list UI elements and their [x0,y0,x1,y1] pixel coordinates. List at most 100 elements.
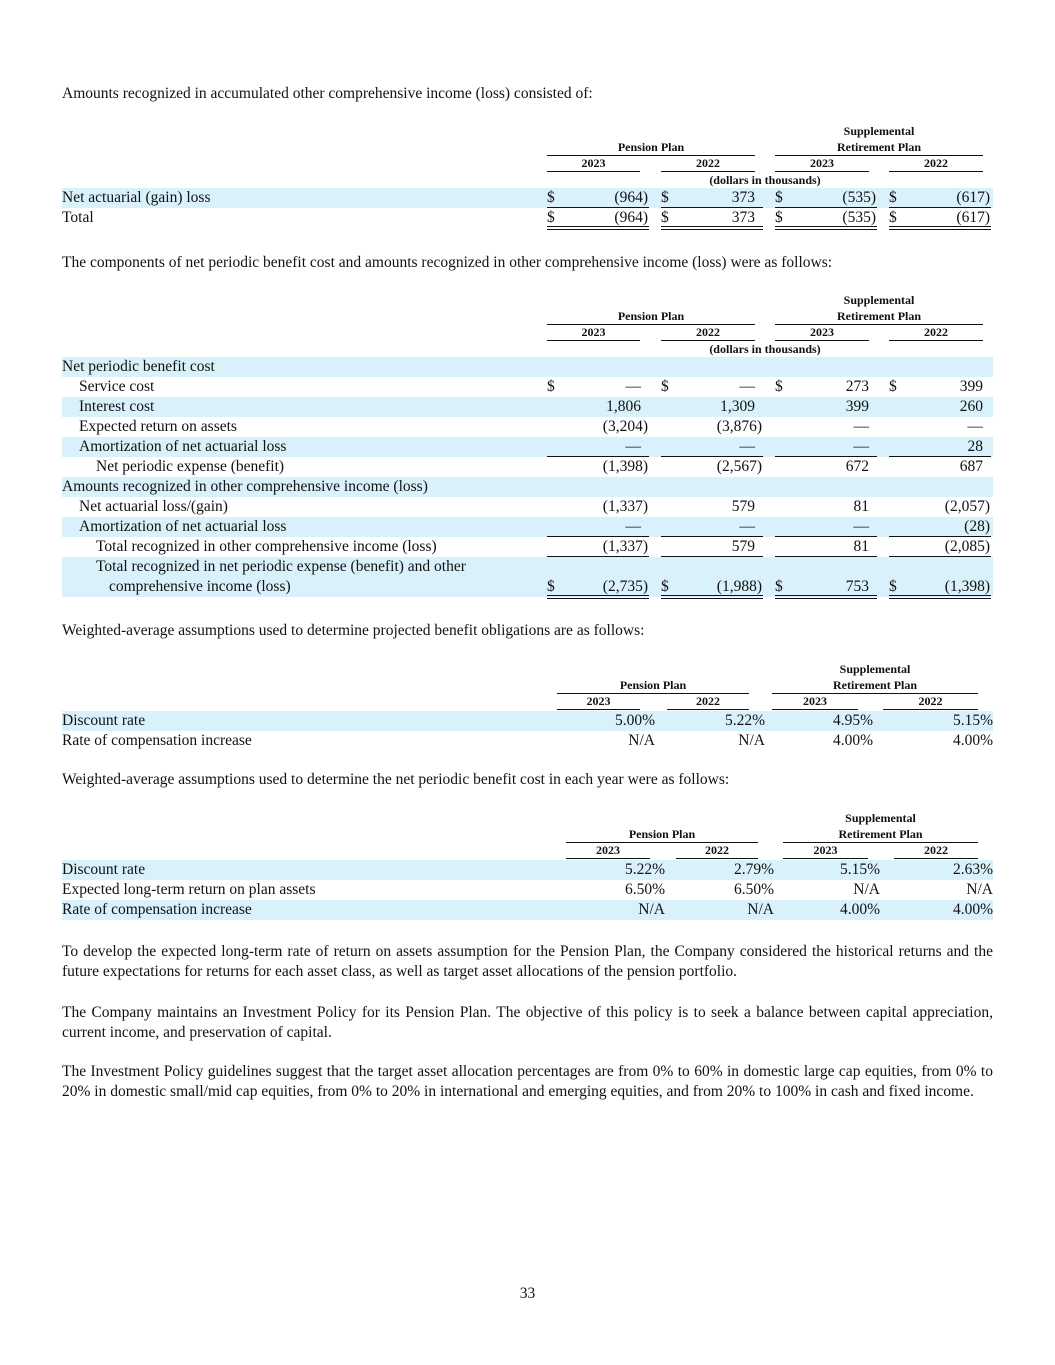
row-label: Net periodic expense (benefit) [96,458,285,475]
row-shade [62,357,993,377]
paragraph: The Investment Policy guidelines suggest… [62,1063,993,1100]
rule [566,858,650,859]
rule [547,207,649,208]
cell-value: — [625,518,642,535]
cell-value: 81 [853,538,870,555]
rule [661,536,763,537]
rule [889,171,983,172]
currency-sign: $ [547,209,555,226]
double-rule [889,226,991,230]
cell-value: N/A [738,732,765,749]
cell-value: (2,735) [602,578,648,595]
rule [883,709,978,710]
cell-value: — [853,418,870,435]
rule [775,340,869,341]
cell-value: 2.79% [733,861,774,878]
row-label: Total recognized in other comprehensive … [96,538,437,555]
cell-value: (2,567) [716,458,762,475]
intro-text: Weighted-average assumptions used to det… [62,622,645,639]
cell-value: 5.15% [952,712,993,729]
intro-text: Weighted-average assumptions used to det… [62,771,730,788]
cell-value: 5.22% [624,861,665,878]
row-shade [62,188,993,208]
rule [775,556,877,557]
cell-value: (535) [842,189,876,206]
rule [783,858,868,859]
row-label: Net periodic benefit cost [62,358,215,375]
year-header: 2023 [586,694,611,708]
rule [783,842,978,843]
cell-value: 4.00% [832,732,873,749]
cell-value: 1,806 [606,398,641,415]
double-rule [547,595,649,599]
cell-value: 28 [967,438,984,455]
rule [775,456,877,457]
paragraph: The Company maintains an Investment Poli… [62,1004,993,1041]
rule [661,456,763,457]
row-label: Discount rate [62,712,146,729]
currency-sign: $ [889,578,897,595]
cell-value: — [739,518,756,535]
cell-value: N/A [853,881,880,898]
year-header: 2022 [696,694,720,708]
cell-value: (617) [956,189,990,206]
units-header: (dollars in thousands) [709,342,821,356]
group-header: Retirement Plan [836,309,922,323]
row-label: Amortization of net actuarial loss [79,438,287,455]
page-number: 33 [519,1285,536,1302]
row-label: Expected return on assets [79,418,237,435]
rule [547,324,755,325]
rule [889,456,991,457]
rule [889,536,991,537]
rule [661,171,755,172]
group-header: Pension Plan [628,827,696,841]
currency-sign: $ [889,378,897,395]
currency-sign: $ [661,578,669,595]
year-header: 2022 [696,325,720,339]
double-rule [775,226,877,230]
cell-value: 672 [845,458,869,475]
rule [547,556,649,557]
cell-value: N/A [628,732,655,749]
rule [547,456,649,457]
year-header: 2023 [596,843,620,857]
cell-value: (2,085) [944,538,990,555]
cell-value: — [967,418,984,435]
year-header: 2022 [696,156,720,170]
row-shade [62,517,993,537]
row-shade [62,557,993,597]
cell-value: 579 [731,538,755,555]
cell-value: (2,057) [944,498,990,515]
rule [557,693,749,694]
cell-value: (535) [842,209,876,226]
rule [775,536,877,537]
currency-sign: $ [547,378,555,395]
row-label: Net actuarial loss/(gain) [79,498,228,515]
rule [547,171,640,172]
cell-value: 5.22% [724,712,765,729]
rule [547,340,640,341]
row-shade [62,477,993,497]
group-header: Retirement Plan [836,140,922,154]
row-shade [62,860,993,880]
cell-value: (964) [614,209,648,226]
rule [894,858,978,859]
paragraph: To develop the expected long-term rate o… [62,943,993,980]
group-header: Supplemental [843,124,915,138]
year-header: 2022 [924,156,948,170]
rule [661,340,755,341]
rule [775,155,983,156]
cell-value: — [853,438,870,455]
row-label: Discount rate [62,861,146,878]
rule [547,536,649,537]
cell-value: (3,204) [602,418,648,435]
group-header: Retirement Plan [838,827,923,841]
currency-sign: $ [775,378,783,395]
group-header: Pension Plan [619,678,687,692]
row-label: Expected long-term return on plan assets [62,881,316,898]
currency-sign: $ [775,578,783,595]
currency-sign: $ [661,189,669,206]
cell-value: 399 [959,378,983,395]
